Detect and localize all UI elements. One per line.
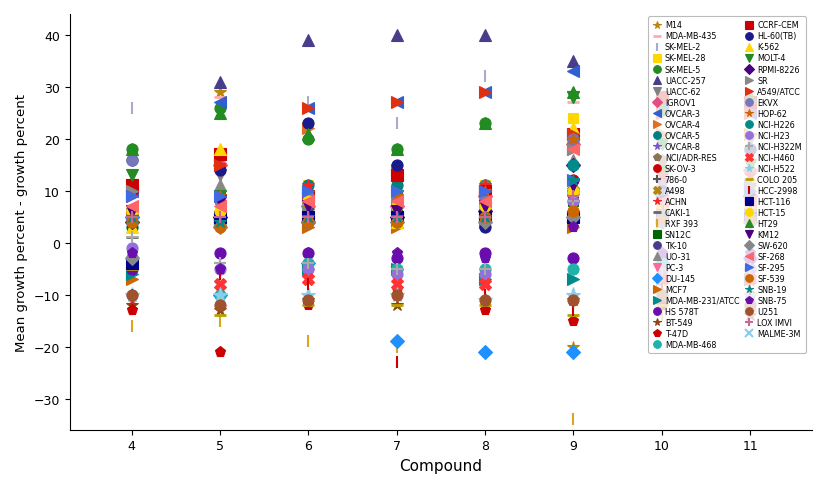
Legend: M14, MDA-MB-435, SK-MEL-2, SK-MEL-28, SK-MEL-5, UACC-257, UACC-62, IGROV1, OVCAR: M14, MDA-MB-435, SK-MEL-2, SK-MEL-28, SK… [648,18,805,353]
X-axis label: Compound: Compound [399,458,482,473]
Y-axis label: Mean growth percent - growth percent: Mean growth percent - growth percent [15,94,28,351]
